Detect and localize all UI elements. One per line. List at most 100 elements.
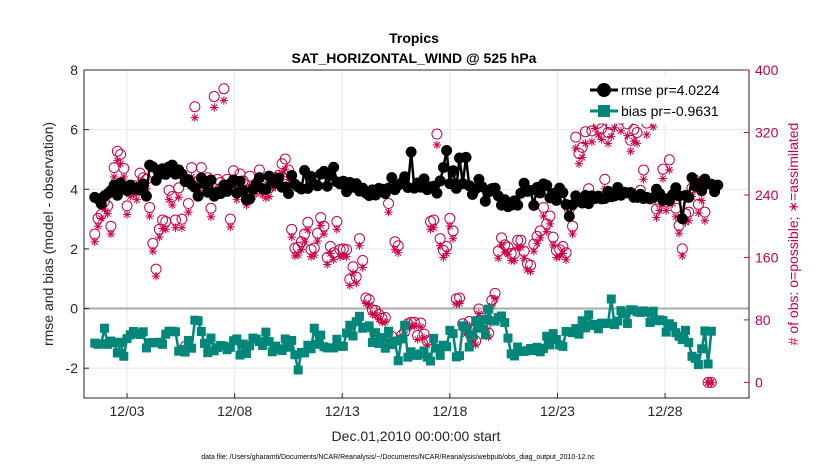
bias-point [697,344,707,354]
asterisk-stroke [159,225,166,232]
bias-point [419,346,429,356]
possible-point [570,131,582,143]
asterisk-stroke [649,123,657,131]
rmse-point [541,179,553,191]
assimilated-point [594,130,603,140]
bias-point [471,316,481,326]
bias-point [116,337,126,347]
assimilated-point [319,229,329,239]
y-left-tick-label: 0 [70,301,78,317]
chart-title: Tropics [389,30,439,46]
rmse-point [447,165,459,177]
bias-point [700,326,710,336]
rmse-point [237,184,249,196]
bias-point [703,359,713,369]
assimilated-point [174,193,183,202]
assimilated-point [526,267,535,276]
asterisk-stroke [701,217,709,225]
assimilated-point [358,263,367,272]
asterisk-stroke [456,300,463,307]
rmse-point [321,180,333,192]
assimilated-point [132,195,141,204]
asterisk-stroke [156,233,163,241]
assimilated-point [697,196,706,205]
rmse-point [534,187,546,199]
assimilated-point [122,210,132,219]
asterisk-stroke [310,251,318,259]
bias-point [280,334,290,344]
y-axis-left: -2 0 2 4 6 8 [66,62,89,376]
bias-point [677,335,687,345]
assimilated-point [587,137,597,147]
possible-point [431,128,443,140]
bias-point [277,346,287,356]
bias-point [551,335,561,345]
series-rmse [89,145,724,225]
assimilated-point [655,206,664,215]
asterisk-stroke [385,208,392,216]
asterisk-stroke [640,176,647,183]
asterisk-stroke [185,208,192,216]
asterisk-stroke [304,226,312,234]
bias-point [442,342,452,352]
possible-point [663,154,675,166]
asterisk-stroke [536,234,544,242]
rmse-point [405,146,417,158]
bias-point [480,330,490,340]
possible-point [638,164,650,176]
assimilated-point [510,256,519,265]
bias-point [290,350,300,360]
bias-point [684,338,694,348]
assimilated-point [148,246,158,256]
assimilated-point [300,237,309,247]
bias-point [206,333,216,343]
assimilated-point [313,236,322,246]
y-left-tick-label: 8 [70,62,78,78]
asterisk-stroke [630,137,638,145]
x-axis-label: Dec.01,2010 00:00:00 start [332,428,501,444]
bias-point [400,320,410,330]
assimilated-point [348,268,358,278]
asterisk-stroke [643,131,651,139]
possible-point [218,83,230,95]
asterisk-stroke [588,138,596,146]
bias-point [448,329,458,339]
asterisk-stroke [549,241,557,249]
asterisk-stroke [117,160,124,168]
bias-point [613,316,623,326]
assimilated-point [297,245,306,254]
asterisk-stroke [149,247,157,255]
asterisk-stroke [207,213,215,221]
assimilated-point [649,122,658,132]
asterisk-stroke [172,224,179,232]
rmse-point [512,199,524,211]
assimilated-point [342,252,351,261]
asterisk-stroke [372,311,379,319]
assimilated-point [494,254,503,263]
possible-point [631,126,643,138]
asterisk-stroke [562,256,570,264]
bias-point [503,333,513,343]
assimilated-point [558,249,568,258]
asterisk-stroke [152,272,160,280]
assimilated-point [539,211,548,221]
asterisk-stroke [436,242,444,250]
bias-point [396,334,406,344]
asterisk-stroke [356,242,363,250]
assimilated-point [607,132,616,141]
rmse-point [431,187,443,199]
bias-point [384,326,394,336]
chart-subtitle: SAT_HORIZONTAL_WIND @ 525 hPa [292,50,537,66]
assimilated-point [161,225,170,234]
bias-point [658,315,668,325]
assimilated-point [490,294,500,304]
assimilated-point [442,249,451,258]
asterisk-stroke [411,322,418,330]
rmse-point [528,199,540,211]
legend-rmse-marker [597,83,611,97]
assimilated-point [145,211,154,221]
bias-point [267,347,277,357]
bias-point [238,339,248,349]
assimilated-point [168,200,177,210]
asterisk-stroke [317,222,325,229]
